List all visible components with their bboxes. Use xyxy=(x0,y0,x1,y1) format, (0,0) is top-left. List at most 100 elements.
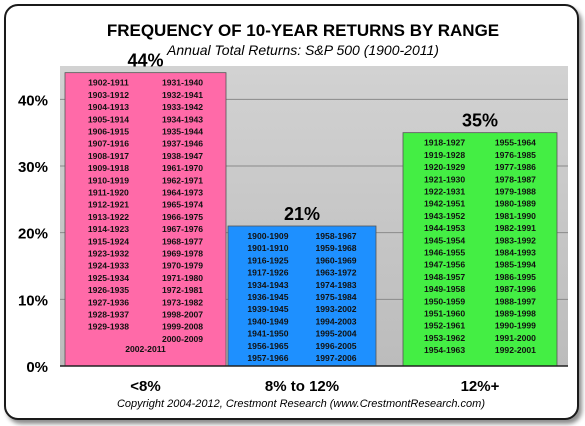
period-label: 1913-1922 xyxy=(88,212,129,222)
period-label: 1908-1917 xyxy=(88,151,129,161)
period-label: 1935-1944 xyxy=(162,126,203,136)
period-label: 1994-2003 xyxy=(315,316,356,326)
period-label: 1921-1930 xyxy=(424,174,465,184)
period-label: 1958-1967 xyxy=(315,231,356,241)
period-label: 1901-1910 xyxy=(247,243,288,253)
period-label: 1989-1998 xyxy=(495,308,536,318)
period-label: 1969-1978 xyxy=(162,248,203,258)
period-label: 1963-1972 xyxy=(315,268,356,278)
period-label: 1956-1965 xyxy=(247,341,288,351)
y-tick-label: 20% xyxy=(18,226,48,243)
period-label: 1900-1909 xyxy=(247,231,288,241)
period-label: 1925-1934 xyxy=(88,273,129,283)
bar-value-label: 44% xyxy=(127,51,163,71)
period-label: 1976-1985 xyxy=(495,150,536,160)
period-label: 1909-1918 xyxy=(88,163,129,173)
period-label: 1952-1961 xyxy=(424,321,465,331)
period-label: 1947-1956 xyxy=(424,260,465,270)
period-label: 1923-1932 xyxy=(88,248,129,258)
bar-group: 21% 1900-1909 1901-1910 1916-1925 1917-1926 1… xyxy=(227,204,377,367)
period-label: 1972-1981 xyxy=(162,285,203,295)
period-label: 1934-1943 xyxy=(247,280,288,290)
period-label: 1905-1914 xyxy=(88,114,129,124)
period-label: 1999-2008 xyxy=(162,322,203,332)
period-label: 1979-1988 xyxy=(495,186,536,196)
period-label: 1987-1996 xyxy=(495,284,536,294)
period-label: 1929-1938 xyxy=(88,322,129,332)
period-label: 1924-1933 xyxy=(88,261,129,271)
period-label: 1978-1987 xyxy=(495,174,536,184)
period-label: 1910-1919 xyxy=(88,175,129,185)
period-label: 1916-1925 xyxy=(247,255,288,265)
period-label: 1955-1964 xyxy=(495,138,536,148)
period-label: 1903-1912 xyxy=(88,90,129,100)
x-axis: <8% 8% to 12% 12%+ xyxy=(130,378,499,395)
period-label: 1970-1979 xyxy=(162,261,203,271)
period-label: 1927-1936 xyxy=(88,297,129,307)
period-label: 1961-1970 xyxy=(162,163,203,173)
period-label: 1902-1911 xyxy=(88,78,129,88)
period-label: 1977-1986 xyxy=(495,162,536,172)
bar xyxy=(402,132,558,367)
bar-group: 44% 1902-1911 1903-1912 1904-1913 1905-1914 1… xyxy=(64,51,227,367)
bar-value-label: 21% xyxy=(284,204,320,224)
x-category-label: 12%+ xyxy=(461,378,500,395)
period-label: 1933-1942 xyxy=(162,102,203,112)
period-label: 1918-1927 xyxy=(424,138,465,148)
period-label: 1951-1960 xyxy=(424,308,465,318)
period-label: 1982-1991 xyxy=(495,223,536,233)
period-label: 1967-1976 xyxy=(162,224,203,234)
y-tick-label: 40% xyxy=(18,92,48,109)
period-label: 1942-1951 xyxy=(424,199,465,209)
period-label: 1919-1928 xyxy=(424,150,465,160)
period-label: 1997-2006 xyxy=(315,353,356,363)
period-label: 1985-1994 xyxy=(495,260,536,270)
period-label: 1915-1924 xyxy=(88,236,129,246)
period-label: 1939-1945 xyxy=(247,304,288,314)
period-label: 1960-1969 xyxy=(315,255,356,265)
period-label: 1980-1989 xyxy=(495,199,536,209)
period-label: 1911-1920 xyxy=(88,187,129,197)
period-label: 1940-1949 xyxy=(247,316,288,326)
period-label: 1920-1929 xyxy=(424,162,465,172)
period-label: 1973-1982 xyxy=(162,297,203,307)
period-label: 1981-1990 xyxy=(495,211,536,221)
y-tick-label: 30% xyxy=(18,159,48,176)
period-label: 1959-1968 xyxy=(315,243,356,253)
period-label: 1928-1937 xyxy=(88,309,129,319)
period-label: 1988-1997 xyxy=(495,296,536,306)
period-label: 1990-1999 xyxy=(495,321,536,331)
period-label: 1968-1977 xyxy=(162,236,203,246)
bar-value-label: 35% xyxy=(462,111,498,131)
period-label: 1998-2007 xyxy=(162,309,203,319)
period-label: 1974-1983 xyxy=(315,280,356,290)
period-label: 1932-1941 xyxy=(162,90,203,100)
period-label: 1991-2000 xyxy=(495,333,536,343)
period-label: 1966-1975 xyxy=(162,212,203,222)
period-label: 1936-1945 xyxy=(247,292,288,302)
x-category-label: <8% xyxy=(130,378,160,395)
period-label: 1917-1926 xyxy=(247,268,288,278)
period-label: 1957-1966 xyxy=(247,353,288,363)
bar xyxy=(227,225,377,367)
period-label: 1938-1947 xyxy=(162,151,203,161)
period-label: 1943-1952 xyxy=(424,211,465,221)
period-label: 1949-1958 xyxy=(424,284,465,294)
period-label: 1914-1923 xyxy=(88,224,129,234)
chart-title: FREQUENCY OF 10-YEAR RETURNS BY RANGE xyxy=(107,21,499,40)
period-label: 1971-1980 xyxy=(162,273,203,283)
period-label: 1950-1959 xyxy=(424,296,465,306)
period-label: 1975-1984 xyxy=(315,292,356,302)
period-label: 1934-1943 xyxy=(162,114,203,124)
period-label: 1986-1995 xyxy=(495,272,536,282)
period-label: 1937-1946 xyxy=(162,139,203,149)
y-tick-label: 10% xyxy=(18,292,48,309)
x-category-label: 8% to 12% xyxy=(265,378,339,395)
y-axis: 0% 10% 20% 30% 40% xyxy=(18,92,568,376)
period-label: 1993-2002 xyxy=(315,304,356,314)
chart-subtitle: Annual Total Returns: S&P 500 (1900-2011… xyxy=(166,42,439,58)
period-label: 1984-1993 xyxy=(495,247,536,257)
period-label: 2000-2009 xyxy=(162,334,203,344)
period-label: 1964-1973 xyxy=(162,187,203,197)
period-label: 1906-1915 xyxy=(88,126,129,136)
